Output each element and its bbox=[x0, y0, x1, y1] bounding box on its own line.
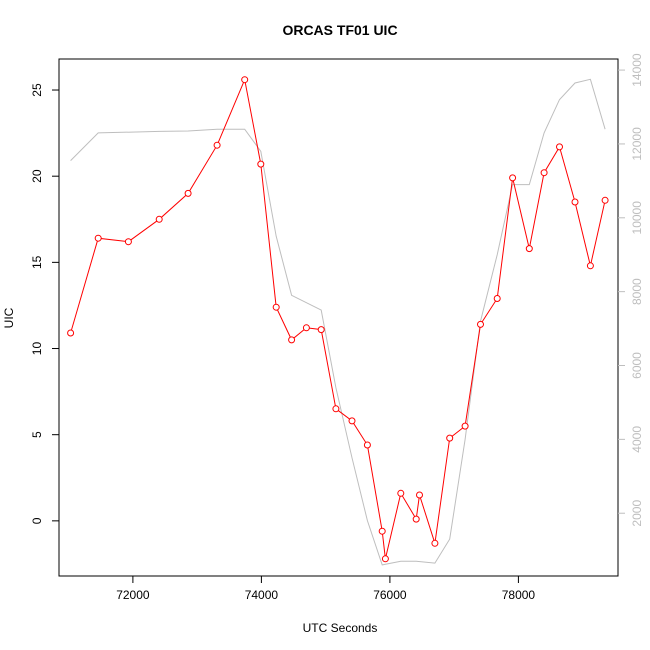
y2-tick-label: 8000 bbox=[630, 278, 644, 305]
plot-frame bbox=[58, 58, 619, 577]
primary-series-line bbox=[70, 77, 606, 559]
data-point bbox=[257, 160, 265, 168]
data-point bbox=[272, 303, 280, 311]
data-point bbox=[601, 196, 609, 204]
x-axis-label: UTC Seconds bbox=[303, 621, 378, 635]
y-tick-label: 10 bbox=[30, 342, 44, 356]
data-point bbox=[213, 141, 221, 149]
data-point bbox=[381, 555, 389, 563]
y-axis: 0 5 10 15 20 25 bbox=[30, 83, 59, 524]
secondary-series-line bbox=[70, 78, 606, 566]
data-point bbox=[416, 491, 423, 499]
y-tick-label: 15 bbox=[30, 255, 44, 269]
data-point bbox=[493, 295, 501, 302]
data-point bbox=[302, 324, 310, 332]
data-point bbox=[348, 417, 356, 425]
y2-tick-label: 10000 bbox=[630, 201, 644, 235]
data-point bbox=[446, 434, 454, 442]
data-point bbox=[184, 189, 192, 197]
data-point bbox=[509, 174, 517, 182]
y-tick-label: 25 bbox=[30, 83, 44, 97]
data-point bbox=[317, 326, 325, 334]
data-point bbox=[67, 329, 75, 337]
x-tick-label: 74000 bbox=[245, 588, 279, 602]
y2-axis: 2000 4000 6000 8000 10000 12000 14000 bbox=[618, 53, 644, 527]
data-point bbox=[288, 336, 296, 344]
data-point bbox=[431, 539, 439, 547]
data-point bbox=[412, 515, 420, 523]
y2-tick-label: 4000 bbox=[630, 426, 644, 453]
y-tick-label: 5 bbox=[30, 431, 44, 438]
chart-title: ORCAS TF01 UIC bbox=[282, 22, 397, 38]
x-tick-label: 72000 bbox=[116, 588, 150, 602]
data-point bbox=[477, 320, 484, 328]
data-point bbox=[94, 234, 102, 242]
data-point bbox=[332, 405, 340, 413]
data-point bbox=[155, 215, 163, 223]
data-point bbox=[397, 489, 405, 497]
data-point bbox=[378, 527, 386, 535]
x-tick-label: 76000 bbox=[373, 588, 407, 602]
data-point bbox=[525, 245, 533, 253]
data-point bbox=[124, 238, 132, 246]
series-layer bbox=[67, 76, 609, 566]
y2-tick-label: 2000 bbox=[630, 500, 644, 527]
data-point bbox=[241, 76, 249, 84]
y-axis-label: UIC bbox=[2, 307, 16, 328]
y2-tick-label: 14000 bbox=[630, 53, 644, 87]
y2-tick-label: 6000 bbox=[630, 352, 644, 379]
x-tick-label: 78000 bbox=[502, 588, 536, 602]
data-point bbox=[586, 262, 594, 270]
y-tick-label: 20 bbox=[30, 169, 44, 183]
data-point bbox=[461, 422, 469, 430]
data-point bbox=[363, 441, 371, 449]
data-point bbox=[571, 198, 579, 206]
data-point bbox=[556, 143, 563, 151]
y-tick-label: 0 bbox=[30, 517, 44, 524]
x-axis: 72000 74000 76000 78000 bbox=[116, 576, 535, 602]
data-point bbox=[540, 169, 548, 177]
y2-tick-label: 12000 bbox=[630, 127, 644, 161]
